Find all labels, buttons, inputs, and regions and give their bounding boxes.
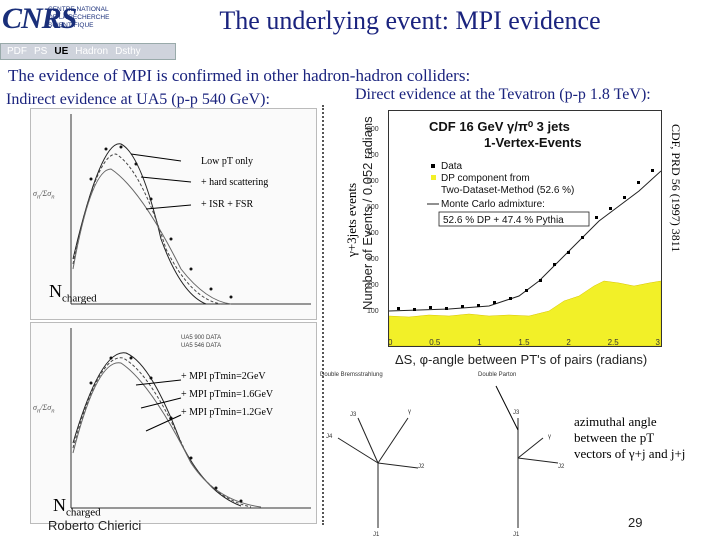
xtick: 2 [566, 338, 571, 347]
xtick: 0 [388, 338, 393, 347]
section-nav: PDF PS UE Hadron Dsthy [0, 43, 176, 60]
legend-mc-1: Monte Carlo admixture: [441, 199, 545, 210]
azimuthal-line: between the pT [574, 430, 655, 445]
svg-text:J1: J1 [373, 532, 380, 538]
legend-dp-1: DP component from [441, 173, 530, 184]
svg-text:UA5 546 DATA: UA5 546 DATA [181, 343, 221, 349]
annotation-mpi-1-6gev: + MPI pTmin=1.6GeV [181, 389, 274, 400]
svg-text:γ: γ [408, 409, 411, 415]
cdf-title-1: CDF 16 GeV γ/π⁰ 3 jets [429, 119, 570, 134]
ua5-top-xlabel: Ncharged [49, 281, 97, 305]
azimuthal-line: azimuthal angle [574, 414, 657, 429]
logo-mark: CNRS [2, 2, 77, 35]
legend-admixture-box [438, 211, 590, 227]
nav-item-ps[interactable]: PS [34, 46, 48, 57]
logo-line: CENTRE NATIONAL [48, 6, 109, 13]
ytick: 200 [367, 282, 379, 289]
diagram-right-label: Double Parton [478, 372, 516, 378]
nch-main: N [53, 495, 66, 515]
cdf-title-2: 1-Vertex-Events [484, 135, 582, 150]
logo-line: DE LA RECHERCHE [48, 14, 110, 21]
xtick: 3 [655, 338, 660, 347]
cdf-yticks: 800 700 600 500 400 300 200 100 [367, 117, 379, 325]
svg-text:J2: J2 [558, 464, 565, 470]
xtick: 2.5 [607, 338, 619, 347]
annotation-mpi-2gev: + MPI pTmin=2GeV [181, 371, 266, 382]
slide-title: The underlying event: MPI evidence [219, 6, 601, 35]
azimuthal-note: azimuthal angle between the pT vectors o… [574, 414, 685, 462]
xtick: 0.5 [429, 338, 441, 347]
cdf-xticks: 0 0.5 1 1.5 2 2.5 3 [388, 338, 660, 347]
nav-item-hadron[interactable]: Hadron [75, 46, 109, 57]
ua5-top-curves [70, 114, 311, 305]
svg-text:J4: J4 [326, 434, 333, 440]
logo-line: SCIENTIFIQUE [48, 22, 94, 29]
jet-vector-diagram: Double Bremsstrahlung Double Parton J4 J3… [318, 368, 580, 538]
cdf-ylabel-text: Number of Events / 0.052 radians [360, 116, 375, 310]
diagram-left-label: Double Bremsstrahlung [320, 372, 383, 378]
ytick: 600 [367, 178, 379, 185]
svg-text:J3: J3 [350, 412, 357, 418]
logo-text: CENTRE NATIONAL DE LA RECHERCHE SCIENTIF… [48, 6, 109, 30]
ua5-bottom-ylabel: σn/Σσn [33, 403, 55, 415]
azimuthal-line: vectors of γ+j and j+j [574, 446, 686, 461]
gamma-3jets-text: γ+3jets events [344, 183, 359, 258]
page-number: 29 [628, 515, 643, 530]
ytick: 800 [367, 126, 379, 133]
xtick: 1 [477, 338, 482, 347]
cdf-ylabel: Number of Events / 0.052 radians [338, 110, 384, 340]
ua5-plot-top: σn/Σσn Low pT only + hard scattering + I… [30, 108, 317, 320]
ytick: 700 [367, 152, 379, 159]
ua5-bottom-curves: UA5 900 DATA UA5 546 DATA [70, 328, 311, 509]
ytick: 400 [367, 230, 379, 237]
nch-sub: charged [62, 292, 97, 305]
cdf-reference: CDF, PRD 56 (1997) 3811 [662, 120, 690, 290]
svg-text:UA5 900 DATA: UA5 900 DATA [181, 335, 221, 341]
direct-heading: Direct evidence at the Tevatron (p-p 1.8… [355, 86, 651, 103]
cdf-plot-svg: CDF 16 GeV γ/π⁰ 3 jets 1-Vertex-Events D… [388, 119, 662, 347]
ua5-plot-bottom: UA5 900 DATA UA5 546 DATA σn/Σσn + MPI p… [30, 322, 317, 524]
cnrs-logo: CNRS CENTRE NATIONAL DE LA RECHERCHE SCI… [2, 2, 172, 40]
indirect-heading: Indirect evidence at UA5 (p-p 540 GeV): [6, 91, 270, 108]
intro-text: The evidence of MPI is confirmed in othe… [8, 66, 471, 85]
nch-sub: charged [66, 506, 101, 519]
xtick: 1.5 [518, 338, 530, 347]
svg-text:J2: J2 [418, 464, 425, 470]
cdf-plot: CDF 16 GeV γ/π⁰ 3 jets 1-Vertex-Events D… [367, 110, 662, 347]
annotation-hard-scattering: + hard scattering [201, 177, 269, 188]
ua5-bottom-xlabel: Ncharged [53, 495, 101, 519]
annotation-isr-fsr: + ISR + FSR [201, 199, 254, 210]
ytick: 300 [367, 256, 379, 263]
svg-text:γ: γ [548, 434, 551, 440]
legend-data: Data [441, 161, 463, 172]
column-divider [322, 105, 324, 525]
svg-text:J1: J1 [513, 532, 520, 538]
nav-item-ue[interactable]: UE [54, 46, 69, 57]
annotation-mpi-1-2gev: + MPI pTmin=1.2GeV [181, 407, 274, 418]
cdf-xlabel: ΔS, φ-angle between PT's of pairs (radia… [395, 352, 648, 367]
legend-dp-2: Two-Dataset-Method (52.6 %) [441, 185, 574, 196]
nch-main: N [49, 281, 62, 301]
nav-item-pdf[interactable]: PDF [7, 46, 27, 57]
footer-author: Roberto Chierici [48, 518, 142, 533]
ytick: 500 [367, 204, 379, 211]
ua5-top-ylabel: σn/Σσn [33, 189, 55, 201]
gamma-3jets-label: γ+3jets events [342, 152, 362, 262]
legend-dp-marker [431, 175, 436, 180]
legend-mc-2: 52.6 % DP + 47.4 % Pythia [443, 215, 564, 226]
legend-data-marker [431, 164, 435, 168]
ytick: 100 [367, 308, 379, 315]
svg-text:J3: J3 [513, 410, 520, 416]
nav-item-dsthy[interactable]: Dsthy [115, 46, 141, 57]
annotation-low-pt: Low pT only [201, 156, 254, 167]
cdf-reference-text: CDF, PRD 56 (1997) 3811 [669, 124, 683, 252]
